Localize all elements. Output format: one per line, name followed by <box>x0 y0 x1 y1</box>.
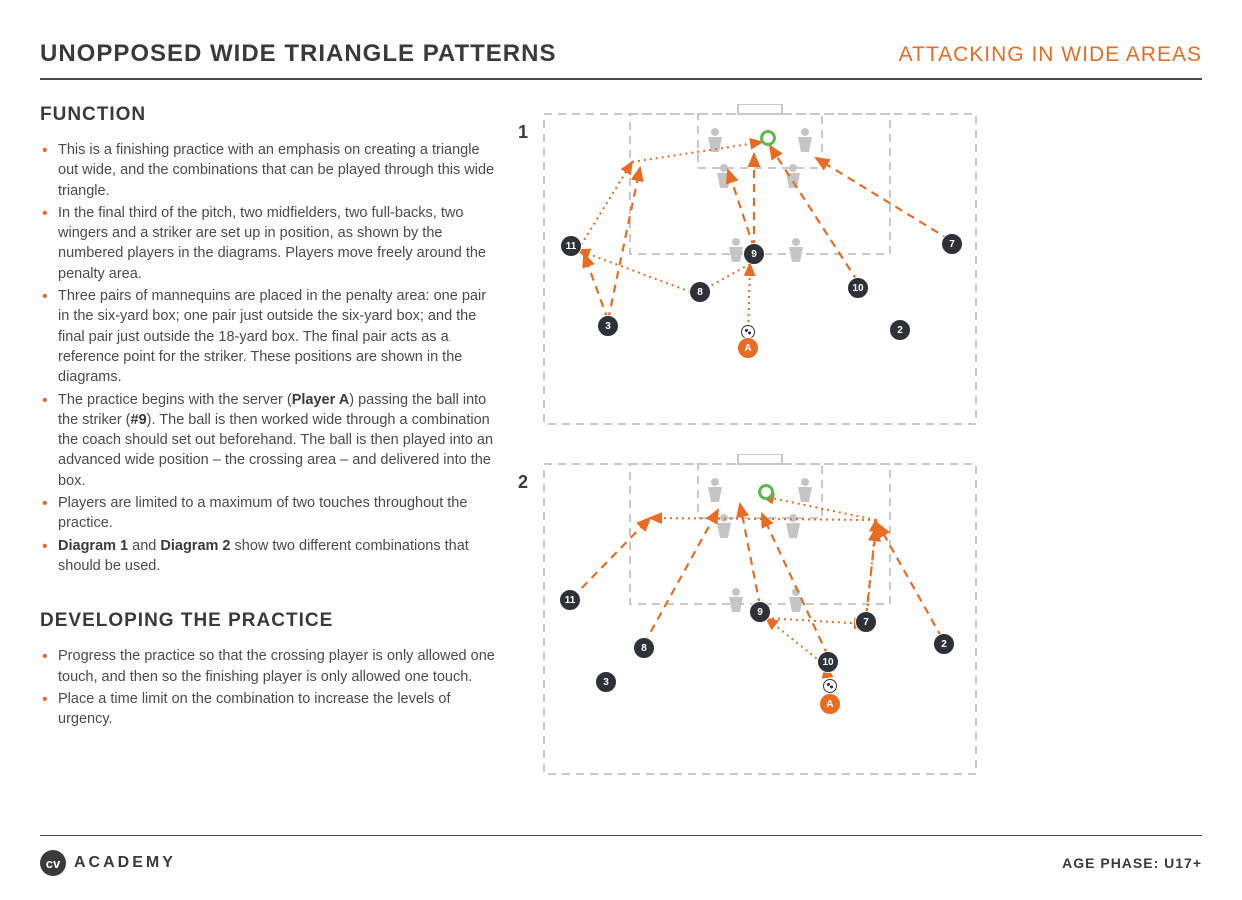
page-category: ATTACKING IN WIDE AREAS <box>899 43 1202 67</box>
text-column: FUNCTION This is a finishing practice wi… <box>40 104 500 804</box>
target-icon <box>758 484 774 500</box>
logo-badge: cv <box>40 850 66 876</box>
player-11: 11 <box>560 235 582 257</box>
player-2: 2 <box>933 633 955 655</box>
player-7: 7 <box>941 233 963 255</box>
player-A: A <box>819 693 841 715</box>
player-7: 7 <box>855 611 877 633</box>
list-item: Three pairs of mannequins are placed in … <box>40 286 500 387</box>
list-item: Place a time limit on the combination to… <box>40 689 500 730</box>
list-item: Players are limited to a maximum of two … <box>40 493 500 534</box>
developing-list: Progress the practice so that the crossi… <box>40 646 500 729</box>
ball-icon <box>823 679 837 693</box>
player-2: 2 <box>889 319 911 341</box>
footer: cv ACADEMY AGE PHASE: U17+ <box>40 835 1202 876</box>
diagram-1: 1 113891072A <box>540 104 980 434</box>
player-9: 9 <box>743 243 765 265</box>
player-11: 11 <box>559 589 581 611</box>
diagram-2: 2 113891072A <box>540 454 980 784</box>
pitch-svg <box>540 104 980 434</box>
list-item: Progress the practice so that the crossi… <box>40 646 500 687</box>
list-item: This is a finishing practice with an emp… <box>40 140 500 201</box>
diagram-column: 1 113891072A2 <box>520 104 1202 804</box>
player-8: 8 <box>633 637 655 659</box>
function-heading: FUNCTION <box>40 104 500 126</box>
logo: cv ACADEMY <box>40 850 176 876</box>
page-title: UNOPPOSED WIDE TRIANGLE PATTERNS <box>40 40 556 68</box>
diagram-label: 2 <box>518 472 528 493</box>
player-9: 9 <box>749 601 771 623</box>
player-10: 10 <box>817 651 839 673</box>
list-item: Diagram 1 and Diagram 2 show two differe… <box>40 536 500 577</box>
age-phase: AGE PHASE: U17+ <box>1062 855 1202 871</box>
player-8: 8 <box>689 281 711 303</box>
logo-text: ACADEMY <box>74 854 176 872</box>
player-3: 3 <box>595 671 617 693</box>
developing-heading: DEVELOPING THE PRACTICE <box>40 610 500 632</box>
target-icon <box>760 130 776 146</box>
player-A: A <box>737 337 759 359</box>
list-item: In the final third of the pitch, two mid… <box>40 203 500 284</box>
player-3: 3 <box>597 315 619 337</box>
header: UNOPPOSED WIDE TRIANGLE PATTERNS ATTACKI… <box>40 40 1202 80</box>
list-item: The practice begins with the server (Pla… <box>40 390 500 491</box>
content: FUNCTION This is a finishing practice wi… <box>40 104 1202 804</box>
diagram-label: 1 <box>518 122 528 143</box>
player-10: 10 <box>847 277 869 299</box>
function-list: This is a finishing practice with an emp… <box>40 140 500 576</box>
